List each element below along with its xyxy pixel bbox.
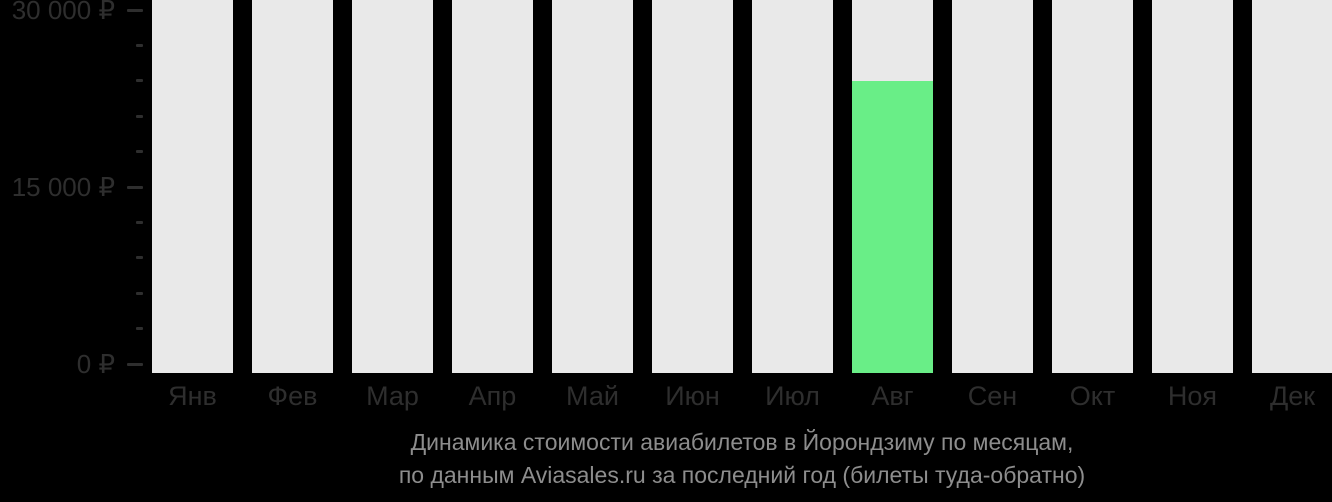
x-label-12: Дек [1269, 381, 1316, 411]
month-column-12 [1252, 0, 1332, 373]
x-label-6: Июн [665, 381, 720, 411]
month-column-1 [152, 0, 233, 373]
x-label-3: Мар [366, 381, 419, 411]
y-tick-label: 15 000 ₽ [11, 172, 115, 202]
major-tick-mark [127, 8, 143, 12]
x-label-5: Май [566, 381, 619, 411]
caption-subtitle: по данным Aviasales.ru за последний год … [398, 462, 1086, 488]
minor-tick-mark [136, 79, 143, 83]
x-axis-labels: Янв Фев Мар Апр Май Июн Июл Авг Сен Окт Ноя Дек [152, 380, 1332, 412]
minor-tick-mark [136, 43, 143, 47]
minor-tick-mark [136, 327, 143, 331]
month-column-3 [352, 0, 433, 373]
caption-title: Динамика стоимости авиабилетов в Йорондз… [410, 429, 1074, 455]
major-tick-mark [127, 362, 143, 366]
month-column-9 [952, 0, 1033, 373]
minor-tick-mark [136, 256, 143, 260]
x-label-11: Ноя [1167, 381, 1218, 411]
minor-tick-mark [136, 150, 143, 154]
minor-tick-mark [136, 114, 143, 118]
price-bar[interactable] [852, 81, 933, 373]
x-label-4: Апр [468, 381, 517, 411]
month-column-5 [552, 0, 633, 373]
month-column-4 [452, 0, 533, 373]
month-column-6 [652, 0, 733, 373]
x-label-7: Июл [765, 381, 820, 411]
x-label-10: Окт [1069, 381, 1116, 411]
y-tick-label: 30 000 ₽ [11, 0, 115, 25]
chart-caption: Динамика стоимости авиабилетов в Йорондз… [152, 426, 1332, 492]
minor-tick-mark [136, 291, 143, 295]
month-column-11 [1152, 0, 1233, 373]
x-label-1: Янв [168, 381, 217, 411]
y-axis: 30 000 ₽ 15 000 ₽ 0 ₽ [0, 0, 143, 377]
month-column-8 [852, 0, 933, 373]
x-label-2: Фев [267, 381, 318, 411]
plot-area [152, 0, 1332, 373]
major-tick-mark [127, 185, 143, 189]
month-column-2 [252, 0, 333, 373]
month-column-7 [752, 0, 833, 373]
x-label-9: Сен [967, 381, 1018, 411]
month-column-10 [1052, 0, 1133, 373]
minor-tick-mark [136, 220, 143, 224]
x-label-8: Авг [871, 381, 914, 411]
y-tick-label: 0 ₽ [76, 349, 115, 379]
